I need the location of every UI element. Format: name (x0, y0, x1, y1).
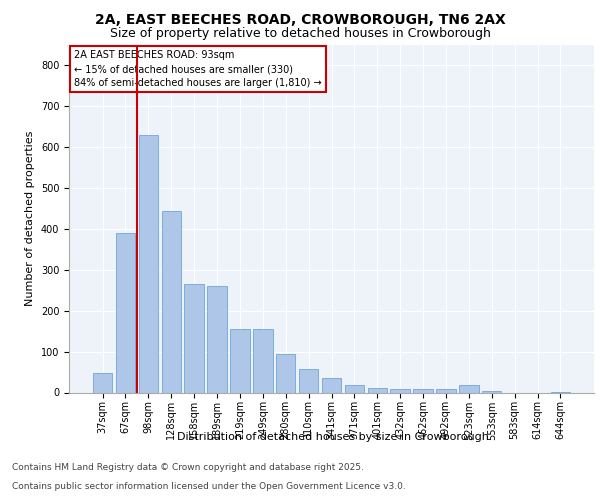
Bar (253, 329, 272, 392)
Bar (93, 373, 112, 392)
Bar (344, 385, 364, 392)
Bar (299, 369, 319, 392)
Bar (322, 378, 341, 392)
Text: Distribution of detached houses by size in Crowborough: Distribution of detached houses by size … (177, 432, 489, 442)
Text: Contains public sector information licensed under the Open Government Licence v3: Contains public sector information licen… (12, 482, 406, 491)
Bar (230, 329, 250, 392)
Bar (139, 135, 158, 392)
Bar (208, 286, 227, 393)
Bar (459, 385, 479, 392)
Bar (116, 233, 135, 392)
Bar (413, 389, 433, 392)
Text: Size of property relative to detached houses in Crowborough: Size of property relative to detached ho… (110, 28, 490, 40)
Bar (436, 389, 455, 392)
Bar (161, 210, 181, 392)
Y-axis label: Number of detached properties: Number of detached properties (25, 131, 35, 306)
Bar (276, 354, 295, 393)
Text: Contains HM Land Registry data © Crown copyright and database right 2025.: Contains HM Land Registry data © Crown c… (12, 464, 364, 472)
Bar (368, 388, 387, 392)
Bar (391, 389, 410, 392)
Bar (184, 284, 204, 393)
Text: 2A, EAST BEECHES ROAD, CROWBOROUGH, TN6 2AX: 2A, EAST BEECHES ROAD, CROWBOROUGH, TN6 … (95, 12, 505, 26)
Text: 2A EAST BEECHES ROAD: 93sqm
← 15% of detached houses are smaller (330)
84% of se: 2A EAST BEECHES ROAD: 93sqm ← 15% of det… (74, 50, 322, 88)
